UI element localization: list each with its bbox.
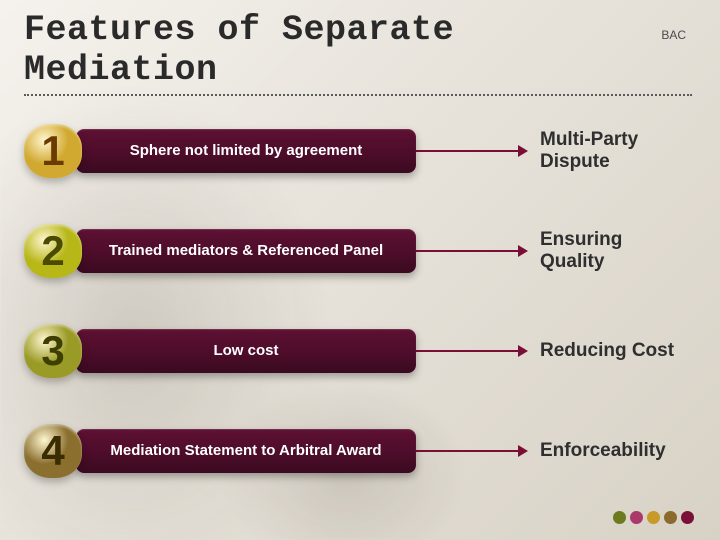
number-badge-2: 2 [24,224,82,278]
number-badge-4: 4 [24,424,82,478]
corner-label: BAC [661,28,686,42]
feature-row: 3 Low cost Reducing Cost [24,324,692,378]
slide: Features of Separate Mediation BAC 1 Sph… [0,0,720,540]
feature-row: 1 Sphere not limited by agreement Multi-… [24,124,692,178]
feature-bar-label: Sphere not limited by agreement [130,142,363,159]
feature-bar-label: Low cost [213,342,278,359]
dot-icon [630,511,643,524]
number-label: 3 [41,327,64,375]
number-badge-1: 1 [24,124,82,178]
feature-row: 4 Mediation Statement to Arbitral Award … [24,424,692,478]
feature-bar: Sphere not limited by agreement [76,129,416,173]
arrow-connector [416,150,526,152]
feature-row: 2 Trained mediators & Referenced Panel E… [24,224,692,278]
dot-icon [647,511,660,524]
benefit-label: Ensuring Quality [530,229,692,273]
number-badge-3: 3 [24,324,82,378]
dot-icon [613,511,626,524]
number-label: 2 [41,227,64,275]
feature-bar-label: Trained mediators & Referenced Panel [109,242,383,259]
page-title: Features of Separate Mediation [24,10,661,90]
benefit-label: Reducing Cost [530,340,692,362]
feature-bar: Low cost [76,329,416,373]
number-label: 4 [41,427,64,475]
dot-icon [664,511,677,524]
title-row: Features of Separate Mediation BAC [24,10,692,90]
dot-icon [681,511,694,524]
feature-bar-label: Mediation Statement to Arbitral Award [110,442,381,459]
arrow-connector [416,250,526,252]
footer-dots [613,511,694,524]
feature-bar: Mediation Statement to Arbitral Award [76,429,416,473]
separator-dotted [24,94,692,96]
benefit-label: Multi-Party Dispute [530,129,692,173]
number-label: 1 [41,127,64,175]
feature-bar: Trained mediators & Referenced Panel [76,229,416,273]
arrow-connector [416,450,526,452]
feature-rows: 1 Sphere not limited by agreement Multi-… [24,124,692,478]
arrow-connector [416,350,526,352]
benefit-label: Enforceability [530,440,692,462]
